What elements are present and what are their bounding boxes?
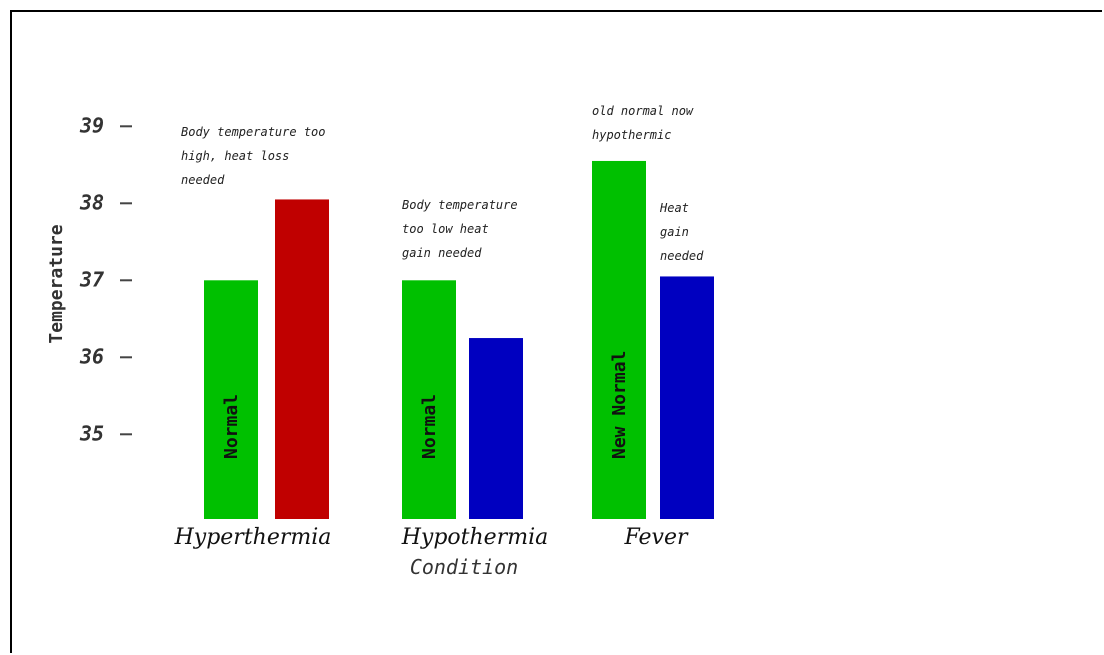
annotation-line: gain needed xyxy=(402,246,482,260)
annotation-line: Body temperature xyxy=(402,198,518,212)
y-tick-label: 36 xyxy=(79,344,104,368)
annotation-line: hypothermic xyxy=(592,128,671,142)
y-tick-label: 37 xyxy=(79,267,104,291)
x-axis-title: Condition xyxy=(410,555,518,579)
annotation-line: old normal now xyxy=(592,104,694,118)
bar-labels-group: Normal Normal New Normal xyxy=(221,351,630,459)
bar-hypothermia-0 xyxy=(402,280,456,519)
bar-hyperthermia-1 xyxy=(275,199,329,519)
annotation-line: Heat xyxy=(659,201,689,215)
bar-fever-1 xyxy=(660,276,714,519)
bar-label: Normal xyxy=(419,394,440,459)
y-tick-label: 38 xyxy=(79,190,104,214)
category-label: Hyperthermia xyxy=(174,525,332,550)
annotation-line: needed xyxy=(181,173,225,187)
y-tick-label: 39 xyxy=(79,113,104,137)
category-label: Hypothermia xyxy=(401,525,549,550)
category-label: Fever xyxy=(623,525,689,550)
y-axis: 39 38 37 36 35 xyxy=(79,113,132,445)
bar-label: Normal xyxy=(221,394,242,459)
annotation-line: gain xyxy=(660,225,689,239)
y-tick-label: 35 xyxy=(79,421,104,445)
annotation-line: too low heat xyxy=(402,222,489,236)
annotation-line: Body temperature too xyxy=(181,125,326,139)
category-labels-group: Hyperthermia Hypothermia Fever xyxy=(174,525,689,550)
bar-label: New Normal xyxy=(609,351,630,459)
bar-hypothermia-1 xyxy=(469,338,523,519)
chart-frame xyxy=(10,10,1102,653)
annotation-line: high, heat loss xyxy=(181,149,289,163)
bar-hyperthermia-0 xyxy=(204,280,258,519)
annotations-group: Body temperature too high, heat loss neede… xyxy=(181,104,704,263)
bars-group xyxy=(204,160,714,519)
annotation-line: needed xyxy=(660,249,704,263)
bar-fever-0 xyxy=(592,160,646,519)
y-axis-title: Temperature xyxy=(46,224,67,343)
